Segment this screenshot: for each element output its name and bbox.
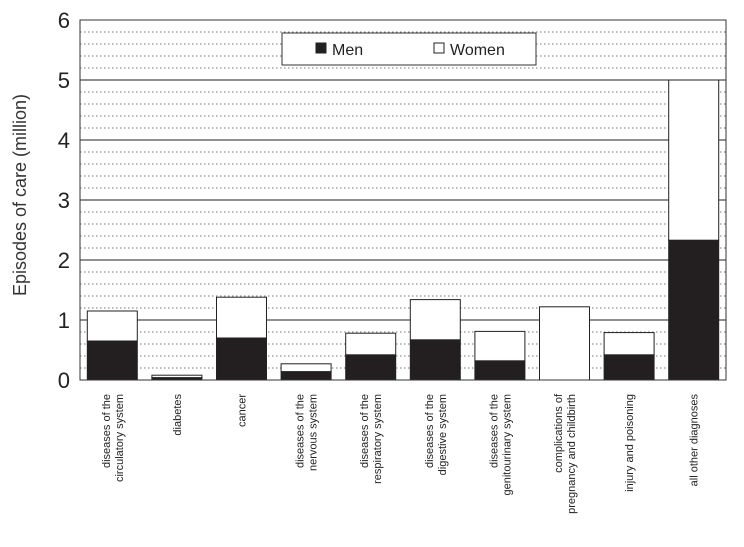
- x-category-line: diabetes: [172, 394, 184, 436]
- y-tick-label: 5: [58, 68, 70, 93]
- x-category-line: diseases of the: [359, 394, 371, 468]
- bar-men-6: [474, 360, 526, 381]
- x-category-line: diseases of the: [101, 394, 113, 468]
- bar-men-4: [345, 354, 397, 381]
- x-category-label-3: diseases of the nervous system: [295, 394, 320, 471]
- bars-layer: [86, 79, 720, 381]
- y-tick-label: 4: [58, 128, 70, 153]
- y-axis-label: Episodes of care (million): [10, 94, 30, 296]
- bar-women-8: [603, 332, 655, 356]
- y-tick-label: 2: [58, 248, 70, 273]
- x-category-label-6: diseases of the genitourinary system: [488, 394, 513, 496]
- x-category-line: digestive system: [437, 394, 449, 475]
- x-category-label-7: complications of pregnancy and childbirth: [553, 393, 578, 514]
- y-tick-label: 3: [58, 188, 70, 213]
- bar-women-4: [345, 332, 397, 356]
- x-category-label-4: diseases of the respiratory system: [359, 394, 384, 484]
- bar-women-9: [668, 79, 720, 241]
- legend-swatch-women: [433, 42, 445, 54]
- x-category-line: cancer: [237, 394, 249, 427]
- bar-men-2: [216, 337, 267, 381]
- bar-women-6: [474, 330, 526, 362]
- x-category-line: diseases of the: [295, 394, 307, 468]
- legend-label-men: Men: [332, 42, 363, 59]
- x-category-label-8: injury and poisoning: [624, 394, 636, 492]
- grid-layer: [80, 31, 726, 369]
- bar-men-0: [86, 340, 138, 381]
- x-category-line: diseases of the: [488, 394, 500, 468]
- bar-men-5: [409, 339, 461, 381]
- y-tick-label: 6: [58, 8, 70, 33]
- bar-men-9: [668, 239, 720, 381]
- x-category-line: diseases of the: [424, 394, 436, 468]
- y-tick-label: 0: [58, 368, 70, 393]
- y-tick-labels: 0 1 2 3 4 5 6: [58, 8, 70, 393]
- x-category-line: circulatory system: [114, 394, 126, 482]
- x-category-line: all other diagnoses: [689, 394, 701, 487]
- legend-label-women: Women: [450, 42, 505, 59]
- bar-women-7: [539, 306, 590, 381]
- x-category-label-1: diabetes: [172, 394, 184, 436]
- bar-men-8: [603, 354, 655, 381]
- x-category-label-9: all other diagnoses: [689, 394, 701, 487]
- x-category-line: injury and poisoning: [624, 394, 636, 492]
- x-category-line: nervous system: [308, 394, 320, 471]
- bar-women-3: [280, 363, 332, 373]
- legend: Men Women: [281, 32, 537, 66]
- bar-women-5: [409, 299, 461, 341]
- y-tick-label: 1: [58, 308, 70, 333]
- bar-women-1: [151, 374, 203, 379]
- bar-women-0: [86, 310, 138, 342]
- x-category-label-2: cancer: [237, 394, 249, 427]
- x-category-label-5: diseases of the digestive system: [424, 394, 449, 475]
- x-category-line: complications of: [553, 393, 565, 473]
- legend-swatch-men: [315, 42, 327, 54]
- bar-men-3: [280, 371, 332, 381]
- x-category-line: pregnancy and childbirth: [566, 394, 578, 514]
- x-category-line: genitourinary system: [501, 394, 513, 496]
- plot-frame: [79, 19, 727, 381]
- x-category-label-0: diseases of the circulatory system: [101, 394, 126, 482]
- x-category-line: respiratory system: [372, 394, 384, 484]
- bar-women-2: [216, 296, 267, 339]
- x-category-labels: diseases of the circulatory system diabete…: [101, 393, 701, 514]
